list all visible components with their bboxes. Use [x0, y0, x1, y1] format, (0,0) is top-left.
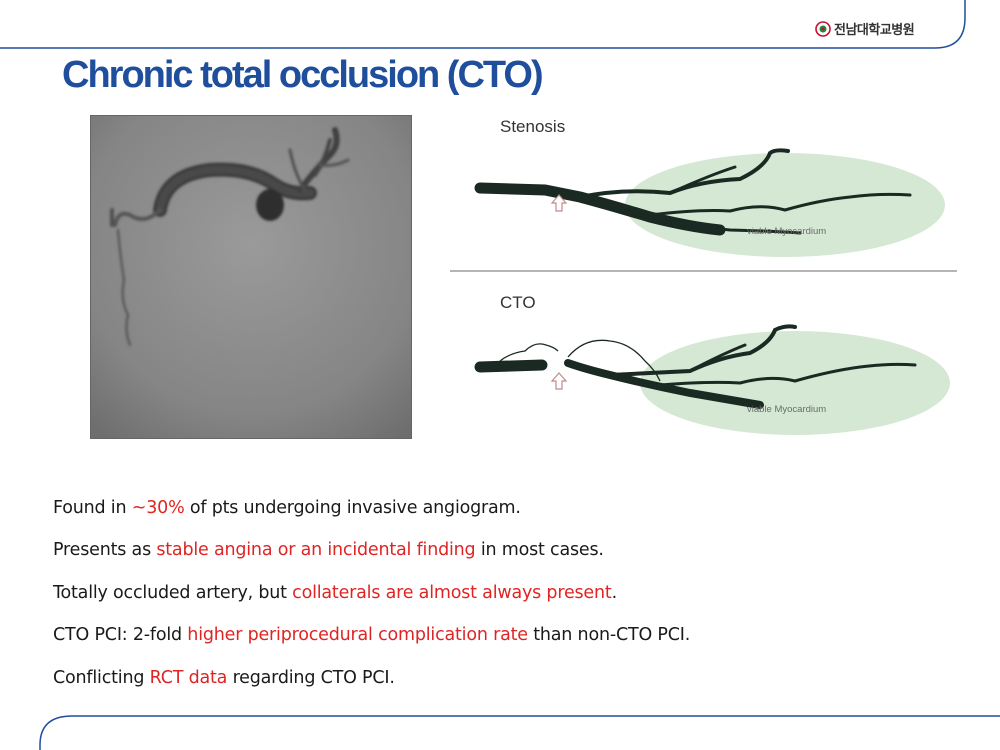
stenosis-myocardium-label: viable Myocardium [747, 226, 826, 237]
stenosis-label: Stenosis [500, 117, 565, 136]
hospital-name: 전남대학교병원 [834, 23, 915, 38]
key-point-2: Presents as stable angina or an incident… [53, 540, 604, 561]
angiogram-image [90, 115, 412, 439]
key-point-2-highlight: stable angina or an incidental finding [156, 540, 476, 561]
stenosis-myocardium-region [625, 153, 945, 257]
cto-myocardium-label: viable Myocardium [747, 404, 826, 415]
cto-collateral-vessel [499, 339, 661, 382]
key-point-3: Totally occluded artery, but collaterals… [53, 582, 617, 603]
key-point-4-highlight: higher periprocedural complication rate [187, 625, 528, 646]
key-points-list: Found in ~30% of pts undergoing invasive… [53, 494, 953, 706]
up-arrow-icon [550, 194, 568, 212]
stenosis-cto-diagram: Stenosis viable Myocardium CTO viable My… [450, 117, 957, 435]
key-point-5: Conflicting RCT data regarding CTO PCI. [53, 667, 395, 688]
up-arrow-icon [550, 372, 568, 390]
top-frame-line [0, 0, 966, 49]
slide-title: Chronic total occlusion (CTO) [62, 54, 544, 96]
cto-vessel [474, 324, 917, 409]
hospital-emblem-icon [815, 20, 831, 37]
stenosis-vessel [474, 148, 912, 236]
cto-label: CTO [500, 293, 536, 312]
key-point-3-highlight: collaterals are almost always present [292, 582, 612, 603]
bottom-frame-line [39, 715, 1000, 750]
key-point-5-highlight: RCT data [149, 667, 228, 688]
key-point-1: Found in ~30% of pts undergoing invasive… [53, 498, 521, 518]
key-point-4: CTO PCI: 2-fold higher periprocedural co… [53, 625, 691, 646]
hospital-logo: 전남대학교병원 [815, 19, 915, 38]
key-point-1-highlight: ~30% [131, 498, 185, 518]
